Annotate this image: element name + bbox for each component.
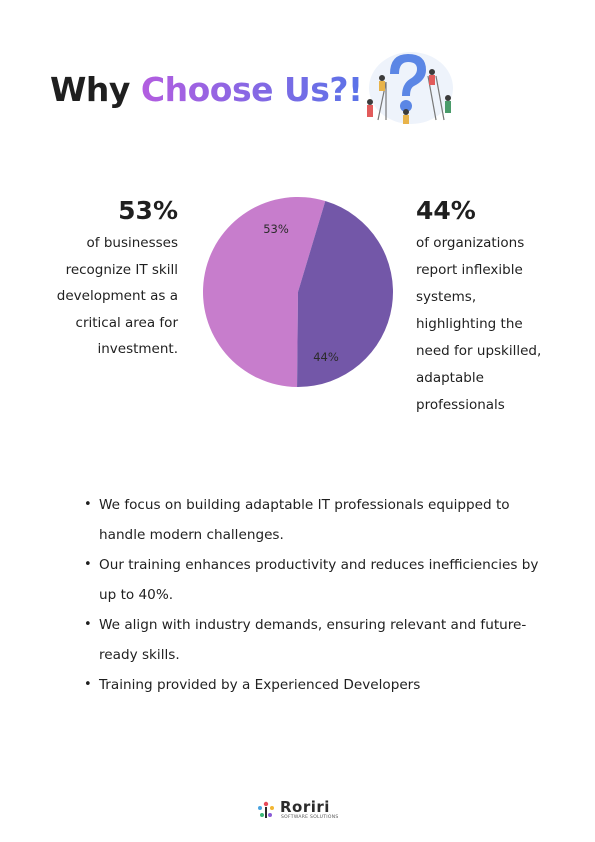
list-item-line: Training provided by a Experienced Devel…	[99, 677, 421, 693]
pie-label-44: 44%	[313, 350, 339, 364]
stat-description-line: critical area for	[75, 314, 178, 331]
bullet-icon: •	[84, 557, 92, 572]
stat-description-line: investment.	[97, 341, 178, 357]
stat-description-line: professionals	[416, 397, 505, 413]
page-title: Why Choose Us?!	[50, 70, 363, 109]
stat-value: 44%	[416, 196, 476, 225]
logo-name: Roriri	[280, 798, 330, 816]
list-item-line: We align with industry demands, ensuring…	[99, 617, 527, 633]
bullet-icon: •	[84, 617, 92, 632]
stat-description: of organizations report inflexible syste…	[416, 230, 566, 419]
stat-description-line: recognize IT skill	[65, 261, 178, 278]
list-item: • We focus on building adaptable IT prof…	[84, 490, 564, 550]
stat-description-line: adaptable	[416, 370, 484, 386]
stat-description-line: of businesses	[86, 235, 178, 251]
title-accent-text: Choose Us?!	[140, 70, 363, 109]
pie-label-53: 53%	[263, 222, 289, 236]
list-item-line: handle modern challenges.	[99, 527, 284, 543]
list-item: • We align with industry demands, ensuri…	[84, 610, 564, 670]
list-item: • Training provided by a Experienced Dev…	[84, 670, 564, 700]
stat-description: of businesses recognize IT skill develop…	[28, 230, 178, 363]
bullet-icon: •	[84, 497, 92, 512]
list-item-line: ready skills.	[99, 647, 180, 663]
list-item-line: We focus on building adaptable IT profes…	[99, 497, 510, 513]
stat-description-line: systems,	[416, 289, 477, 305]
stat-44-block: 44% of organizations report inflexible s…	[416, 194, 566, 419]
stat-description-line: development as a	[56, 288, 178, 304]
stat-value: 53%	[118, 196, 178, 225]
logo-mark-icon	[258, 801, 274, 818]
pie-slice-44	[297, 201, 393, 387]
logo-tagline: SOFTWARE SOLUTIONS	[281, 815, 339, 820]
stat-description-line: highlighting the	[416, 316, 523, 332]
company-logo: Roriri SOFTWARE SOLUTIONS	[256, 798, 346, 822]
list-item: • Our training enhances productivity and…	[84, 550, 564, 610]
list-item-line: Our training enhances productivity and r…	[99, 557, 539, 573]
title-text: Why	[50, 70, 141, 109]
stat-description-line: report inflexible	[416, 262, 523, 278]
stat-53-block: 53% of businesses recognize IT skill dev…	[28, 194, 178, 363]
benefits-list: • We focus on building adaptable IT prof…	[84, 490, 564, 700]
stat-description-line: of organizations	[416, 235, 525, 251]
bullet-icon: •	[84, 677, 92, 692]
stat-description-line: need for upskilled,	[416, 343, 542, 359]
question-mark-illustration-icon	[367, 52, 453, 124]
pie-slice-53	[203, 196, 326, 387]
list-item-line: up to 40%.	[99, 587, 174, 603]
pie-chart: 53% 44%	[203, 196, 393, 387]
